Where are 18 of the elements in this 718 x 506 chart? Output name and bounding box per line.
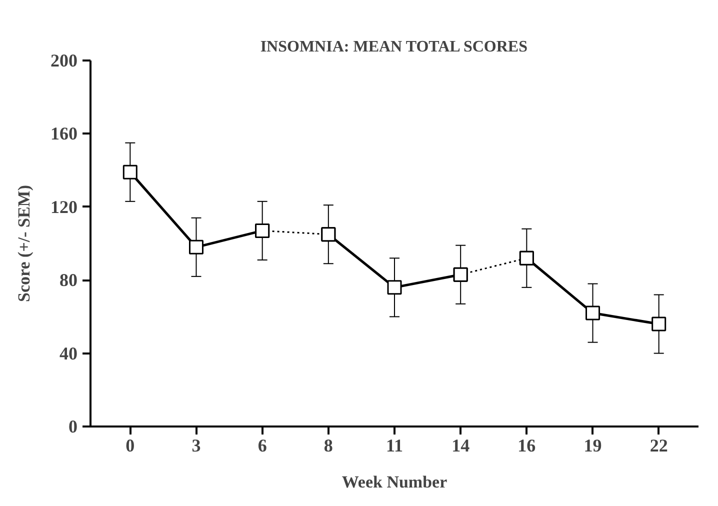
y-tick-label: 120 bbox=[50, 196, 78, 217]
x-tick-label: 0 bbox=[126, 436, 135, 456]
x-tick-label: 22 bbox=[650, 436, 668, 456]
x-tick-label: 6 bbox=[258, 436, 267, 456]
y-tick-label: 160 bbox=[50, 124, 78, 144]
y-tick-label: 200 bbox=[50, 50, 78, 70]
x-axis-title: Week Number bbox=[342, 472, 448, 492]
x-tick-label: 16 bbox=[518, 436, 536, 456]
x-tick-label: 3 bbox=[192, 436, 201, 456]
x-tick-label: 11 bbox=[386, 436, 404, 456]
x-tick-label: 19 bbox=[584, 436, 602, 456]
chart-title: INSOMNIA: MEAN TOTAL SCORES bbox=[260, 38, 528, 56]
y-tick-label: 80 bbox=[60, 270, 78, 290]
x-tick-label: 8 bbox=[324, 436, 333, 456]
y-axis-title: Score (+/- SEM) bbox=[14, 184, 34, 302]
x-tick-label: 14 bbox=[452, 436, 470, 456]
y-tick-label: 40 bbox=[60, 343, 78, 364]
y-tick-label: 0 bbox=[68, 416, 78, 436]
